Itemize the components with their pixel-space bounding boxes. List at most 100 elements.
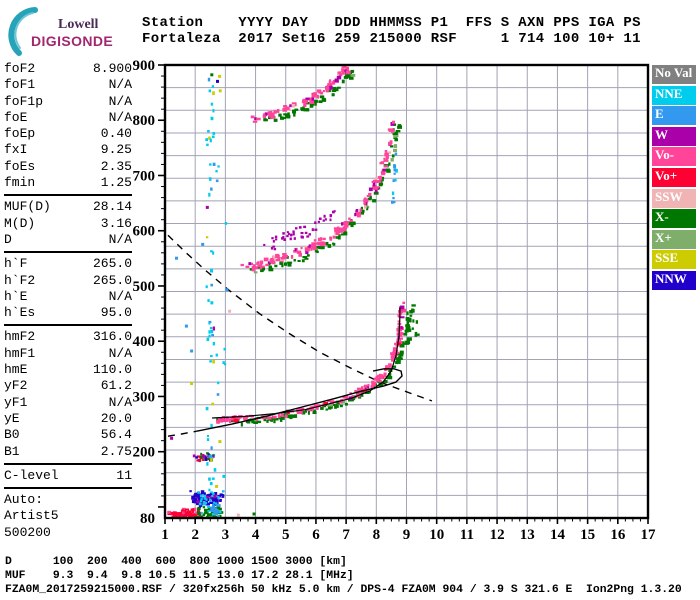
param-label: MUF(D) xyxy=(4,199,51,215)
param-label: hmF2 xyxy=(4,329,36,345)
param-value: 56.4 xyxy=(100,427,132,443)
param-label: 500200 xyxy=(4,524,51,540)
legend-item-x-: X- xyxy=(652,209,696,229)
y-tick-label: 80 xyxy=(140,511,155,527)
muf-row: MUF 9.3 9.4 9.8 10.5 11.5 13.0 17.2 28.1… xyxy=(5,570,354,582)
param-label: foEp xyxy=(4,126,36,142)
param-row-hme: hmE 110.0 xyxy=(4,362,132,378)
param-value: N/A xyxy=(108,77,132,93)
param-label: h`Es xyxy=(4,305,36,321)
x-tick-label: 5 xyxy=(282,527,290,543)
param-row-yf2: yF2 61.2 xyxy=(4,378,132,394)
param-label: foE xyxy=(4,109,28,125)
scaled-parameters-panel: foF2 8.900 foF1 N/A foF1p N/A foE N/A foEp 0.40 fx… xyxy=(4,61,132,541)
param-value: 95.0 xyxy=(100,305,132,321)
param-label: Artist5 xyxy=(4,508,59,524)
noise-column-2 xyxy=(215,165,228,396)
legend-item-vo+: Vo+ xyxy=(652,167,696,187)
file-info-row: FZA0M_2017259215000.RSF / 320fx256h 50 k… xyxy=(5,584,682,596)
param-label: foF2 xyxy=(4,61,36,76)
param-group-separator xyxy=(4,462,132,465)
param-row-hmf1: hmF1 N/A xyxy=(4,346,132,362)
param-label: h`F2 xyxy=(4,272,36,288)
param-group-separator xyxy=(4,324,132,327)
header-field-values-row: Fortaleza 2017 Set16 259 215000 RSF 1 71… xyxy=(142,31,641,47)
param-row-hes: h`Es 95.0 xyxy=(4,305,132,321)
x-tick-label: 15 xyxy=(580,527,595,543)
param-label: hmF1 xyxy=(4,345,36,361)
axis-ticks xyxy=(158,64,649,524)
param-label: yE xyxy=(4,410,20,426)
param-value: 28.14 xyxy=(92,199,132,215)
gridlines xyxy=(165,65,648,518)
param-row-auto: Auto: xyxy=(4,492,132,508)
transmission-curve-dashed xyxy=(167,234,433,402)
param-label: D xyxy=(4,231,12,247)
stray-echo-points xyxy=(170,73,256,517)
x-tick-label: 6 xyxy=(312,527,320,543)
param-row-mufd: MUF(D) 28.14 xyxy=(4,199,132,215)
param-label: fmin xyxy=(4,175,36,191)
param-value: N/A xyxy=(108,109,132,125)
legend-item-nnw: NNW xyxy=(652,270,696,290)
F-trace-1st-hop-O xyxy=(216,301,407,424)
param-label: C-level xyxy=(4,467,59,483)
y-tick-label: 600 xyxy=(133,224,156,240)
param-row-fmin: fmin 1.25 xyxy=(4,175,132,191)
param-value: 1.25 xyxy=(100,175,132,191)
param-value: 2.35 xyxy=(100,158,132,174)
doppler-color-legend: No Val NNE E W Vo- Vo+ SSW X- X+ SSE NNW xyxy=(652,65,696,292)
param-row-he: h`E N/A xyxy=(4,289,132,305)
F-trace-2nd-hop-O xyxy=(240,120,395,272)
y-tick-label: 400 xyxy=(133,334,156,350)
param-row-d: D N/A xyxy=(4,232,132,248)
legend-item-w: W xyxy=(652,126,696,146)
param-label: yF1 xyxy=(4,394,28,410)
param-row-clevel: C-level 11 xyxy=(4,468,132,484)
F-trace-3rd-hop-X xyxy=(263,69,356,122)
param-value: 110.0 xyxy=(92,362,132,378)
E-cluster-lightblue xyxy=(209,504,221,515)
param-value: N/A xyxy=(108,394,132,410)
param-row-fof1p: foF1p N/A xyxy=(4,94,132,110)
E-cluster-cyan xyxy=(197,488,225,518)
logo-lowell-text: Lowell xyxy=(58,17,99,32)
param-value: 265.0 xyxy=(92,256,132,272)
param-row-md: M(D) 3.16 xyxy=(4,216,132,232)
x-tick-label: 17 xyxy=(641,527,657,543)
legend-item-ssw: SSW xyxy=(652,188,696,208)
param-value: N/A xyxy=(108,288,132,304)
x-tick-label: 12 xyxy=(490,527,505,543)
param-label: foF1 xyxy=(4,77,36,93)
param-label: foF1p xyxy=(4,93,44,109)
param-row-hmf2: hmF2 316.0 xyxy=(4,329,132,345)
F-trace-3rd-hop-O xyxy=(250,66,351,123)
legend-item-e: E xyxy=(652,106,696,126)
profile-model-dashed xyxy=(167,430,197,437)
x-tick-label: 2 xyxy=(191,527,199,543)
y-tick-label: 500 xyxy=(133,279,156,295)
logo-arc-icon xyxy=(8,7,38,56)
x-tick-label: 13 xyxy=(520,527,535,543)
param-label: yF2 xyxy=(4,378,28,394)
F-trace-2nd-hop-X xyxy=(249,123,402,274)
x-tick-label: 10 xyxy=(429,527,444,543)
param-label: fxI xyxy=(4,142,28,158)
true-height-profile xyxy=(195,368,403,432)
noise-column xyxy=(205,77,217,486)
param-label: h`E xyxy=(4,288,28,304)
param-row-hf: h`F 265.0 xyxy=(4,256,132,272)
param-label: Auto: xyxy=(4,492,44,508)
legend-item-vo-: Vo- xyxy=(652,147,696,167)
param-value: 20.0 xyxy=(100,410,132,426)
x-tick-label: 3 xyxy=(222,527,230,543)
x-tick-label: 14 xyxy=(550,527,566,543)
y-tick-label: 900 xyxy=(133,58,156,74)
x-tick-label: 16 xyxy=(610,527,626,543)
x-tick-label: 4 xyxy=(252,527,260,543)
param-value: N/A xyxy=(108,93,132,109)
lowell-digisonde-logo: Lowell DIGISONDE xyxy=(6,6,136,56)
y-tick-label: 300 xyxy=(133,389,156,405)
param-row-ye: yE 20.0 xyxy=(4,411,132,427)
param-value: 316.0 xyxy=(92,329,132,345)
